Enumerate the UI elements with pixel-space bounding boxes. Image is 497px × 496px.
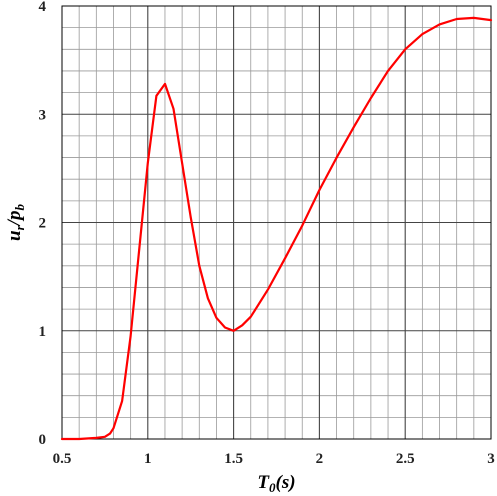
x-tick-label: 2 [316, 451, 324, 467]
y-tick-label: 2 [39, 216, 47, 232]
y-axis-title-sub1: r [12, 224, 27, 230]
data-point [164, 83, 166, 85]
major-grid [62, 6, 491, 439]
y-tick-label: 1 [39, 324, 47, 340]
data-point [129, 335, 132, 337]
y-axis-title-sub2: b [12, 204, 27, 211]
data-point [215, 316, 218, 319]
data-point [335, 156, 338, 159]
data-point [241, 324, 243, 327]
y-tick-labels: 0 1 2 3 4 [39, 0, 47, 448]
data-point [232, 329, 235, 332]
data-point [352, 126, 355, 129]
x-axis-title-rest: (s) [276, 472, 296, 493]
x-axis-title-sub: 0 [269, 480, 276, 495]
x-tick-label: 2.5 [396, 451, 415, 467]
x-tick-label: 3 [487, 451, 495, 467]
data-point [387, 70, 389, 72]
data-point [155, 95, 158, 97]
data-point [198, 265, 201, 267]
y-tick-label: 3 [39, 107, 47, 123]
y-axis-title-main: u [4, 230, 25, 241]
data-point [318, 189, 321, 191]
x-axis-title: T0(s) [257, 472, 295, 495]
data-point [267, 288, 269, 291]
x-tick-label: 1 [144, 451, 152, 467]
data-point [147, 162, 149, 164]
data-point [112, 427, 115, 429]
x-tick-label: 0.5 [53, 451, 72, 467]
data-point [172, 108, 175, 110]
data-point [109, 432, 111, 435]
data-point [370, 97, 372, 99]
data-point [121, 400, 123, 402]
data-point [473, 17, 475, 19]
data-point [61, 438, 63, 440]
data-point [404, 48, 407, 51]
data-point [301, 224, 304, 227]
data-point [455, 18, 458, 20]
data-point [224, 326, 226, 329]
y-tick-label: 4 [39, 0, 47, 15]
data-point [189, 216, 192, 218]
series-line [60, 16, 493, 441]
data-point [138, 248, 141, 251]
x-tick-label: 1.5 [224, 451, 243, 467]
data-point [438, 23, 441, 26]
series-layer [60, 16, 493, 441]
x-axis-title-main: T [257, 472, 270, 493]
data-point [95, 437, 98, 439]
data-point [78, 438, 80, 440]
y-axis-title: ur/pb [4, 204, 27, 241]
y-tick-label: 0 [39, 432, 47, 448]
data-point [490, 19, 492, 21]
data-point [421, 33, 424, 35]
x-tick-labels: 0.5 1 1.5 2 2.5 3 [53, 451, 495, 467]
data-point [181, 162, 183, 164]
data-point [249, 315, 252, 318]
plot-frame [61, 5, 492, 440]
y-axis-title-mid: /p [4, 211, 25, 228]
data-point [207, 297, 209, 300]
data-point [104, 436, 106, 438]
data-point [284, 257, 286, 260]
